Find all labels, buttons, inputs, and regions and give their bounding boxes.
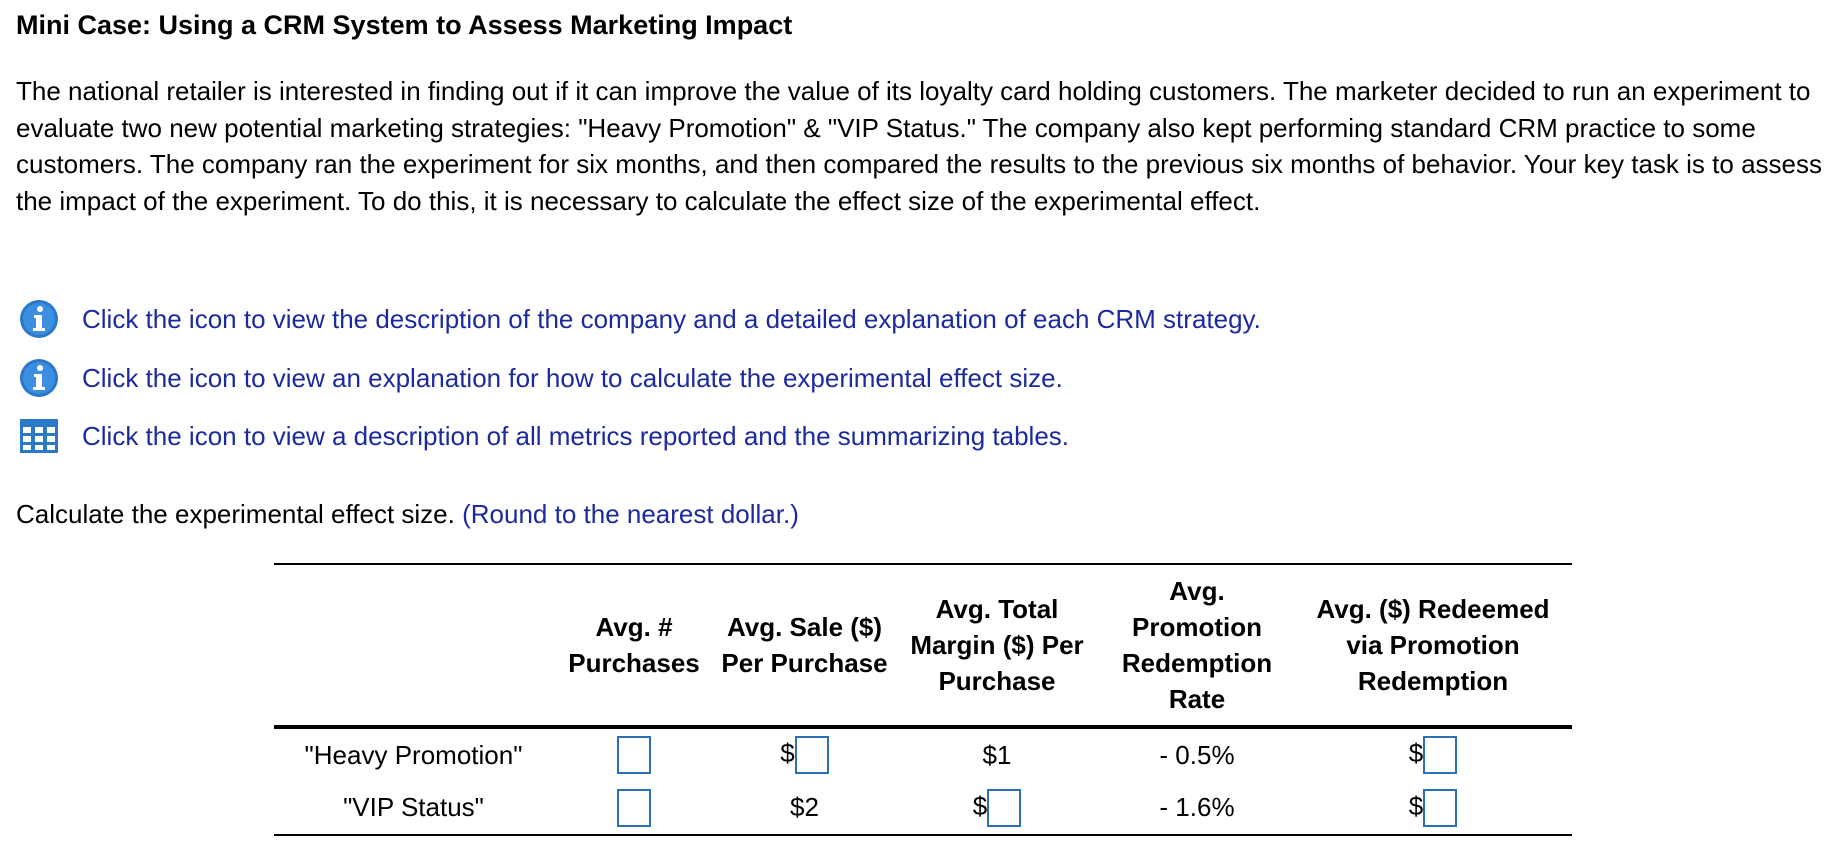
input-box[interactable] [794, 736, 829, 774]
input-box[interactable] [617, 736, 651, 774]
table-body: "Heavy Promotion" $ $1 - 0.5% $ "VIP Status" $… [274, 727, 1572, 835]
link-text[interactable]: Click the icon to view the description o… [82, 303, 1261, 334]
prefix: $ [972, 790, 988, 821]
prefix: $ [1408, 737, 1424, 768]
prefix: $ [1408, 790, 1424, 821]
row-label: "Heavy Promotion" [304, 739, 523, 770]
answer-cell: $ [715, 727, 894, 781]
answer-table: Avg. # Purchases Avg. Sale ($) Per Purcha… [274, 563, 1572, 836]
column-header: Avg. Total Margin ($) Per Purchase [910, 594, 1084, 696]
cell-value: - 1.6% [1159, 792, 1235, 822]
answer-cell: $ [1294, 781, 1572, 835]
answer-cell: $ [1294, 727, 1572, 781]
header-blank [274, 564, 553, 727]
column-header: Avg. Promotion Redemption Rate [1121, 576, 1273, 714]
input-box[interactable] [987, 788, 1022, 827]
link-text[interactable]: Click the icon to view an explanation fo… [82, 362, 1063, 393]
info-link[interactable]: Click the icon to view the description o… [18, 298, 1261, 340]
question: Calculate the experimental effect size. … [16, 499, 799, 530]
cell-value: - 0.5% [1159, 739, 1235, 770]
input-box[interactable] [1423, 736, 1458, 774]
column-header: Avg. Sale ($) Per Purchase [721, 612, 888, 678]
column-header: Avg. ($) Redeemed via Promotion Redempti… [1316, 594, 1550, 696]
prefix: $ [780, 737, 795, 768]
row-label: "VIP Status" [343, 792, 484, 822]
answer-cell: $ [894, 781, 1100, 835]
hint: (Round to the nearest dollar.) [462, 499, 799, 529]
input-box[interactable] [1423, 788, 1458, 827]
cell-value: $2 [790, 792, 819, 822]
header-row: Avg. # Purchases Avg. Sale ($) Per Purcha… [274, 564, 1572, 727]
cell-value: $1 [982, 739, 1012, 770]
table-link[interactable]: Click the icon to view a description of … [18, 415, 1069, 457]
question-text: Calculate the experimental effect size. [16, 499, 455, 529]
title: Mini Case: Using a CRM System to Assess … [16, 10, 793, 40]
info-link[interactable]: Click the icon to view an explanation fo… [18, 357, 1063, 399]
answer-cell [553, 727, 715, 781]
column-header: Avg. # Purchases [568, 612, 700, 678]
table-icon[interactable] [18, 415, 60, 457]
input-box[interactable] [617, 788, 651, 827]
answer-cell [553, 781, 715, 835]
paragraph: The national retailer is interested in f… [16, 76, 1822, 216]
link-text[interactable]: Click the icon to view a description of … [82, 420, 1069, 451]
info-icon[interactable] [18, 298, 60, 340]
info-icon[interactable] [18, 357, 60, 399]
table-row: "VIP Status" $2 $ - 1.6% $ [274, 781, 1572, 835]
table-row: "Heavy Promotion" $ $1 - 0.5% $ [274, 727, 1572, 781]
